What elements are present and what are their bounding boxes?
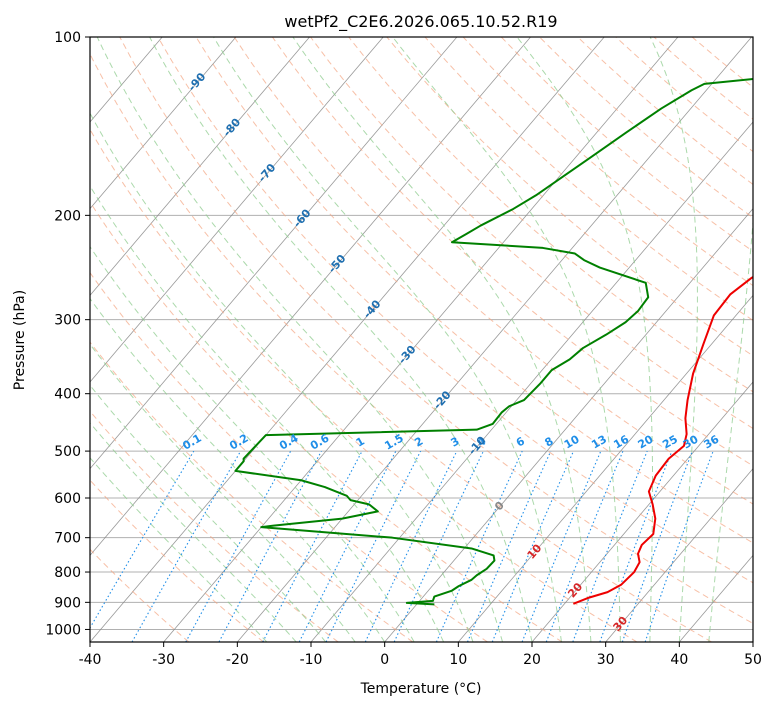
x-tick-label: -20 bbox=[226, 652, 249, 668]
isotherm-line bbox=[90, 37, 237, 210]
moist-adiabat bbox=[90, 422, 297, 642]
x-tick-label: 20 bbox=[523, 652, 541, 668]
x-axis-label: Temperature (°C) bbox=[360, 681, 482, 697]
mixing-ratio-line bbox=[467, 450, 552, 642]
isotherm-line bbox=[531, 381, 753, 642]
isotherm-line bbox=[458, 294, 753, 642]
moist-adiabat bbox=[90, 245, 415, 642]
moist-adiabats bbox=[90, 37, 753, 642]
profile-series bbox=[234, 77, 753, 606]
isotherm-line bbox=[605, 468, 753, 642]
x-tick-label: 10 bbox=[449, 652, 467, 668]
moist-adiabat bbox=[292, 37, 592, 642]
mixing-ratio-line bbox=[298, 450, 397, 642]
moist-adiabat bbox=[149, 37, 533, 642]
dry-adiabat bbox=[310, 37, 753, 430]
y-axis-ticks: 100 200 300 400 500 600 700 800 900 1000 bbox=[45, 30, 90, 638]
x-axis-ticks: -40 -30 -20 -10 0 10 20 30 40 50 bbox=[79, 642, 762, 668]
isotherm-line bbox=[90, 37, 458, 470]
pressure-gridlines bbox=[90, 36, 753, 630]
moist-adiabat bbox=[649, 37, 698, 642]
mixing-ratio-line bbox=[325, 450, 422, 642]
moist-adiabat bbox=[90, 384, 327, 642]
x-tick-label: 0 bbox=[380, 652, 389, 668]
dry-adiabat bbox=[90, 128, 638, 642]
dry-adiabat bbox=[90, 271, 488, 642]
dry-adiabat bbox=[195, 37, 753, 544]
moist-adiabat bbox=[96, 37, 504, 642]
isotherm-line bbox=[163, 37, 679, 642]
mixing-ratio-line bbox=[521, 450, 602, 642]
y-tick-label: 900 bbox=[54, 595, 81, 611]
mixing-ratio-line bbox=[218, 450, 322, 642]
y-tick-label: 200 bbox=[54, 208, 81, 224]
y-tick-label: 1000 bbox=[45, 622, 81, 638]
y-tick-label: 400 bbox=[54, 387, 81, 403]
isotherm-line bbox=[90, 37, 605, 642]
dry-adiabat bbox=[119, 37, 753, 625]
moist-adiabat bbox=[90, 297, 386, 642]
moist-adiabat bbox=[213, 37, 562, 642]
mixing-ratio-line bbox=[545, 450, 624, 642]
x-tick-label: 40 bbox=[670, 652, 688, 668]
chart-title: wetPf2_C2E6.2026.065.10.52.R19 bbox=[284, 12, 557, 32]
y-axis-label: Pressure (hPa) bbox=[12, 290, 28, 390]
moist-adiabat bbox=[392, 37, 621, 642]
x-tick-label: -30 bbox=[152, 652, 175, 668]
dry-adiabat bbox=[157, 37, 753, 584]
dry-adiabat bbox=[348, 37, 753, 393]
mixing-ratio-line bbox=[491, 450, 575, 642]
y-tick-label: 800 bbox=[54, 565, 81, 581]
isotherm-line bbox=[90, 37, 310, 296]
y-tick-label: 300 bbox=[54, 313, 81, 329]
x-tick-label: 50 bbox=[744, 652, 762, 668]
y-tick-label: 600 bbox=[54, 491, 81, 507]
dry-adiabat bbox=[90, 479, 264, 642]
x-tick-label: -10 bbox=[300, 652, 323, 668]
mixing-ratio-line bbox=[572, 450, 648, 642]
dewpoint-profile-line bbox=[234, 77, 753, 606]
moist-adiabat bbox=[90, 343, 356, 642]
dry-adiabat bbox=[271, 37, 753, 467]
temperature-profile-line bbox=[572, 275, 753, 605]
isotherm-line bbox=[237, 37, 752, 642]
mixing-ratio-line bbox=[185, 450, 292, 642]
isotherm-line bbox=[384, 208, 753, 642]
mixing-ratio-line bbox=[435, 450, 523, 642]
dry-adiabat bbox=[90, 52, 712, 642]
plot-frame bbox=[89, 36, 754, 643]
dry-adiabat bbox=[90, 548, 190, 642]
mixing-ratio-lines bbox=[90, 450, 714, 642]
isotherm-line bbox=[90, 37, 384, 383]
dry-adiabat bbox=[233, 37, 753, 505]
mixing-ratio-line bbox=[621, 450, 693, 642]
y-tick-label: 100 bbox=[54, 30, 81, 46]
isotherm-line bbox=[90, 37, 531, 556]
dry-adiabat bbox=[90, 201, 563, 642]
moist-adiabat bbox=[90, 185, 445, 642]
plot-area bbox=[90, 37, 753, 642]
x-tick-label: -40 bbox=[79, 652, 102, 668]
x-tick-label: 30 bbox=[597, 652, 615, 668]
mixing-ratio-line bbox=[599, 450, 673, 642]
dry-adiabat bbox=[90, 341, 414, 642]
skewed-isotherms bbox=[90, 37, 753, 642]
y-tick-label: 500 bbox=[54, 444, 81, 460]
mixing-ratio-line bbox=[644, 450, 714, 642]
y-tick-label: 700 bbox=[54, 531, 81, 547]
moist-adiabat bbox=[90, 112, 474, 642]
